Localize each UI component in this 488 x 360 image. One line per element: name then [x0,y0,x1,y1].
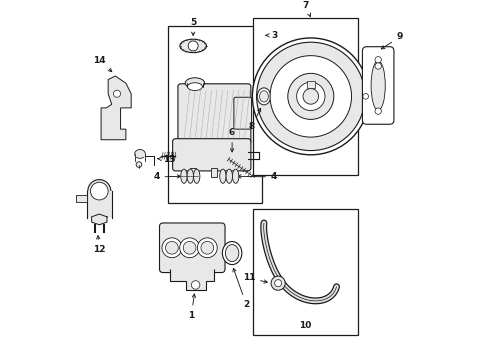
Circle shape [165,242,178,254]
Ellipse shape [135,149,145,158]
Text: 7: 7 [302,1,310,17]
Text: 6: 6 [228,128,235,152]
Bar [253,18,357,175]
Text: 4: 4 [153,172,180,181]
Bar [306,81,314,87]
Bar [135,154,145,157]
Text: 2: 2 [232,268,249,309]
Circle shape [183,242,196,254]
FancyBboxPatch shape [159,223,224,273]
Text: 9: 9 [381,32,402,49]
Ellipse shape [219,169,225,183]
Ellipse shape [225,169,232,183]
Text: 3: 3 [270,31,277,40]
Ellipse shape [187,83,202,90]
Ellipse shape [222,242,242,265]
Bar [189,168,196,177]
Text: 14: 14 [93,55,112,72]
Text: 5: 5 [190,18,196,35]
Text: 10: 10 [299,321,311,330]
Circle shape [269,56,351,137]
Circle shape [179,238,199,258]
Ellipse shape [187,169,193,183]
FancyBboxPatch shape [172,139,250,171]
Ellipse shape [180,39,206,53]
Bar [87,191,111,218]
Text: 11: 11 [242,273,267,283]
Polygon shape [170,269,214,290]
Ellipse shape [193,169,200,183]
Circle shape [136,162,142,167]
Ellipse shape [185,78,204,89]
Circle shape [374,57,381,63]
FancyBboxPatch shape [233,97,251,129]
FancyBboxPatch shape [362,47,393,124]
Circle shape [256,42,364,150]
Bar [253,209,357,334]
PathPatch shape [101,76,131,140]
Circle shape [191,281,200,289]
Circle shape [270,276,285,290]
Text: 1: 1 [188,294,195,320]
Ellipse shape [90,182,108,200]
Text: 4: 4 [237,172,277,181]
Circle shape [274,280,281,287]
Ellipse shape [259,91,268,102]
Bar [210,168,217,177]
Circle shape [252,38,368,155]
Ellipse shape [257,88,270,105]
Text: 12: 12 [93,235,105,254]
Bar [168,26,262,203]
Circle shape [362,94,368,99]
Ellipse shape [232,169,238,183]
Ellipse shape [370,61,385,110]
Ellipse shape [181,169,187,183]
Ellipse shape [88,180,111,203]
Circle shape [303,89,318,104]
Ellipse shape [225,244,238,262]
Circle shape [188,41,198,51]
Circle shape [296,82,325,111]
Circle shape [374,63,381,69]
Circle shape [287,73,333,120]
Circle shape [201,242,213,254]
Circle shape [162,238,182,258]
Text: 8: 8 [248,108,260,131]
Circle shape [197,238,217,258]
Bar [76,195,87,202]
FancyBboxPatch shape [178,84,250,144]
Text: 13: 13 [157,155,175,164]
Circle shape [113,90,121,97]
Polygon shape [91,214,107,225]
Circle shape [374,108,381,114]
